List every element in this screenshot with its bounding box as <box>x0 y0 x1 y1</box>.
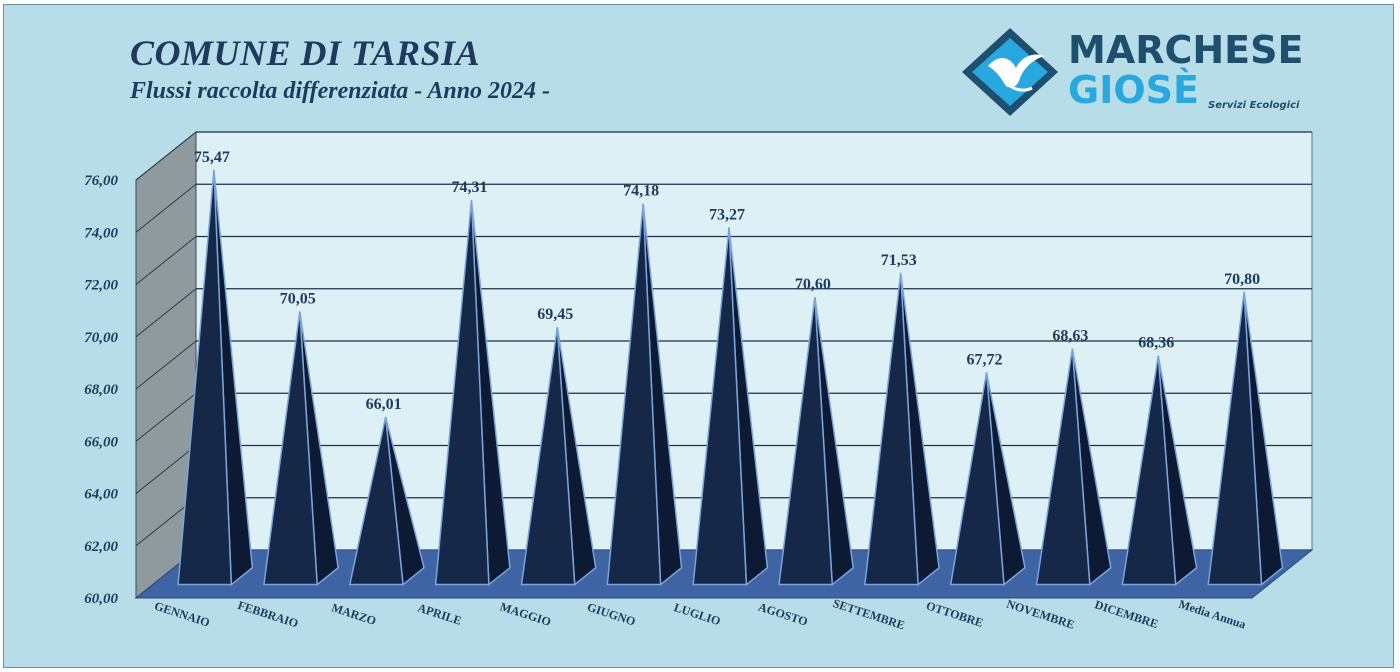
x-tick-label: Media Annua <box>1177 597 1248 632</box>
pyramid-bar <box>177 169 254 587</box>
y-tick-label: 76,00 <box>84 173 118 189</box>
data-label: 71,53 <box>881 252 917 269</box>
x-tick-label: OTTOBRE <box>924 598 985 630</box>
pyramid-front-face <box>520 327 576 586</box>
y-tick-label: 64,00 <box>84 487 118 503</box>
gridline-side <box>135 340 197 390</box>
gridline-side <box>135 183 197 233</box>
data-label: 73,27 <box>709 206 745 223</box>
x-tick-label: AGOSTO <box>757 600 810 629</box>
x-tick-label: DICEMBRE <box>1093 597 1160 631</box>
pyramid-front-face <box>864 272 919 586</box>
company-logo: MARCHESE GIOSÈ Servizi Ecologici <box>950 22 1330 122</box>
y-tick-label: 68,00 <box>84 382 118 398</box>
data-label: 70,05 <box>280 290 316 307</box>
x-tick-label: GIUGNO <box>585 600 637 629</box>
x-tick-label: SETTEMBRE <box>831 596 906 632</box>
pyramid-bar <box>606 203 683 587</box>
pyramid-bar <box>1121 355 1198 587</box>
pyramid-front-face <box>263 311 318 586</box>
gridline-side <box>135 288 197 338</box>
pyramid-bar <box>864 272 940 587</box>
pyramid-front-face <box>1207 291 1263 586</box>
pyramid-front-face <box>348 416 404 586</box>
x-axis-labels: GENNAIO FEBBRAIO MARZO APRILE MAGGIO GIUGNO LU… <box>153 596 1248 632</box>
data-label: 68,36 <box>1138 335 1174 352</box>
y-tick-label: 66,00 <box>84 434 118 450</box>
gridline-side <box>135 236 197 285</box>
gridline-side <box>135 392 197 442</box>
pyramid-front-face <box>692 227 748 586</box>
gridline-side <box>135 445 197 494</box>
pyramid-front-face <box>177 169 233 586</box>
pyramid-bar <box>778 296 855 587</box>
data-label: 68,63 <box>1052 328 1088 345</box>
x-tick-label: MAGGIO <box>498 599 552 629</box>
data-label: 70,60 <box>795 276 831 293</box>
x-tick-label: FEBBRAIO <box>236 598 300 631</box>
pyramid-bar <box>520 327 597 587</box>
chart-bars <box>177 169 1284 587</box>
x-tick-label: NOVEMBRE <box>1005 597 1077 632</box>
pyramid-bar <box>263 311 339 587</box>
y-tick-label: 74,00 <box>84 225 118 241</box>
pyramid-bar <box>1035 348 1112 587</box>
chart-subtitle: Flussi raccolta differenziata - Anno 202… <box>130 78 551 104</box>
y-tick-label: 60,00 <box>84 591 118 607</box>
x-tick-label: MARZO <box>330 600 378 628</box>
pyramid-bar <box>348 416 425 587</box>
data-label: 66,01 <box>366 396 402 413</box>
gridline-side <box>135 131 197 181</box>
chart-title: COMUNE DI TARSIA <box>130 33 481 73</box>
data-label: 74,18 <box>623 183 659 200</box>
data-label: 75,47 <box>194 149 230 166</box>
y-tick-label: 70,00 <box>84 330 118 346</box>
data-label: 70,80 <box>1224 271 1260 288</box>
data-label: 67,72 <box>967 351 1003 368</box>
x-tick-label: LUGLIO <box>672 600 722 628</box>
pyramid-front-face <box>778 296 834 586</box>
data-label: 69,45 <box>537 306 573 323</box>
pyramid-front-face <box>1121 355 1177 586</box>
x-tick-label: APRILE <box>416 601 463 628</box>
pyramid-bar <box>1207 291 1284 587</box>
y-tick-label: 62,00 <box>84 539 118 555</box>
x-tick-label: GENNAIO <box>153 599 212 630</box>
logo-tagline: Servizi Ecologici <box>1208 100 1300 111</box>
pyramid-front-face <box>1035 348 1091 586</box>
logo-name-line2: GIOSÈ <box>1068 68 1199 112</box>
data-label: 74,31 <box>451 179 487 196</box>
pyramid-bar <box>949 372 1026 587</box>
pyramid-bar <box>434 200 511 587</box>
pyramid-bar <box>692 227 769 587</box>
pyramid-front-face <box>606 203 662 586</box>
pyramid-front-face <box>434 200 490 586</box>
data-labels: 75,47 70,05 66,01 74,31 69,45 74,18 73,27 70,60… <box>194 149 1260 413</box>
y-axis-labels: 60,00 62,00 64,00 66,00 68,00 70,00 72,00 74,00… <box>84 173 118 607</box>
pyramid-front-face <box>949 372 1005 586</box>
y-tick-label: 72,00 <box>84 278 118 294</box>
logo-name-line1: MARCHESE <box>1068 28 1304 72</box>
seagull-diamond-icon <box>962 28 1058 116</box>
